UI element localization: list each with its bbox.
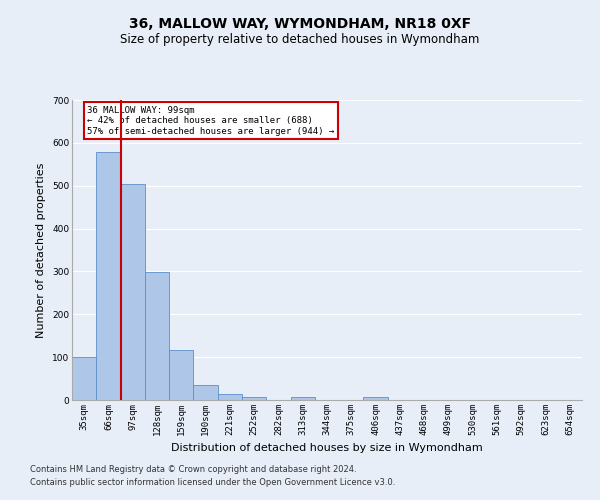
X-axis label: Distribution of detached houses by size in Wymondham: Distribution of detached houses by size …	[171, 444, 483, 454]
Y-axis label: Number of detached properties: Number of detached properties	[37, 162, 46, 338]
Text: Contains public sector information licensed under the Open Government Licence v3: Contains public sector information licen…	[30, 478, 395, 487]
Bar	[96, 152, 121, 400]
Bar	[242, 396, 266, 400]
Text: Size of property relative to detached houses in Wymondham: Size of property relative to detached ho…	[121, 32, 479, 46]
Bar	[169, 350, 193, 400]
Text: Contains HM Land Registry data © Crown copyright and database right 2024.: Contains HM Land Registry data © Crown c…	[30, 466, 356, 474]
Text: 36, MALLOW WAY, WYMONDHAM, NR18 0XF: 36, MALLOW WAY, WYMONDHAM, NR18 0XF	[129, 18, 471, 32]
Bar	[193, 385, 218, 400]
Bar	[145, 272, 169, 400]
Text: 36 MALLOW WAY: 99sqm
← 42% of detached houses are smaller (688)
57% of semi-deta: 36 MALLOW WAY: 99sqm ← 42% of detached h…	[88, 106, 335, 136]
Bar	[364, 396, 388, 400]
Bar	[72, 357, 96, 400]
Bar	[218, 394, 242, 400]
Bar	[121, 184, 145, 400]
Bar	[290, 396, 315, 400]
